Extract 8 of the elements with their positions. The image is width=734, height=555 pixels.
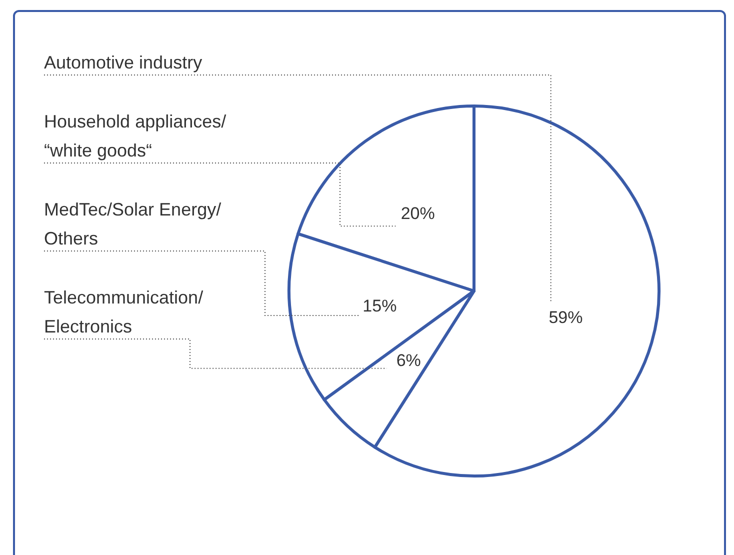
slice-label: MedTec/Solar Energy/ Others xyxy=(44,200,222,248)
slice-label: Telecommunication/ Electronics xyxy=(44,288,204,336)
slice-label: Automotive industry xyxy=(44,52,202,72)
data-label: 6% xyxy=(396,351,421,370)
data-label: 59% xyxy=(548,308,583,328)
data-label: 20% xyxy=(400,204,435,224)
slice-label: Household appliances/ “white goods“ xyxy=(44,112,226,160)
data-label: 15% xyxy=(362,296,397,316)
